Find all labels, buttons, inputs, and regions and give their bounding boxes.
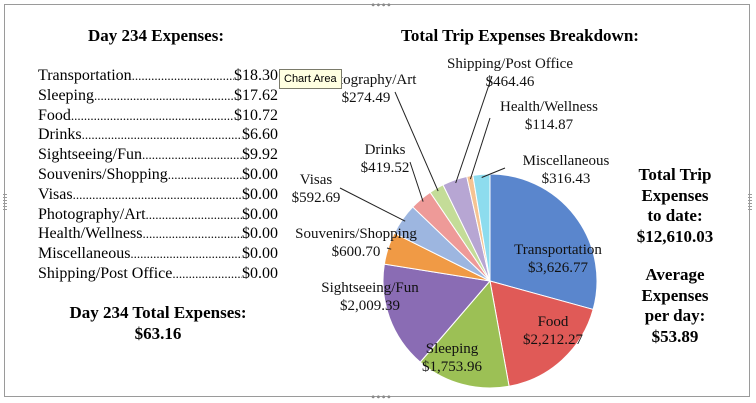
expense-row-drinks: Drinks $6.60 bbox=[38, 125, 278, 145]
data-label-sleeping: Sleeping $1,753.96 bbox=[422, 341, 483, 375]
expense-category: Photography/Art bbox=[38, 205, 146, 223]
leader-line bbox=[455, 75, 493, 184]
expense-row-transportation: Transportation $18.30 bbox=[38, 66, 278, 86]
total-trip-label-2: Expenses bbox=[641, 185, 709, 205]
right-resize-handle[interactable] bbox=[748, 194, 752, 210]
average-label-2: Expenses bbox=[641, 285, 709, 305]
expense-row-food: Food $10.72 bbox=[38, 106, 278, 126]
expense-row-photography: Photography/Art $0.00 bbox=[38, 205, 278, 225]
expense-amount: $6.60 bbox=[242, 126, 278, 144]
data-label-souvenirs-shopping: Souvenirs/Shopping $600.70 bbox=[295, 226, 417, 260]
expense-amount: $18.30 bbox=[234, 67, 278, 84]
total-trip-stats: Total Trip Expenses to date: $12,610.03 bbox=[620, 165, 730, 247]
expense-category: Food bbox=[38, 106, 71, 124]
bottom-resize-handle[interactable]: ∙∙∙∙ bbox=[370, 392, 392, 403]
chart-title: Total Trip Expenses Breakdown: bbox=[401, 26, 639, 45]
pie-slice-sightseeing-fun[interactable] bbox=[382, 263, 491, 363]
average-label-3: per day: bbox=[644, 306, 706, 325]
day-expenses-list: Transportation $18.30 Sleeping $17.62 Food… bbox=[38, 66, 278, 284]
top-resize-handle[interactable]: ∙∙∙∙ bbox=[370, 0, 392, 11]
expense-category: Sightseeing/Fun bbox=[38, 146, 143, 164]
expense-row-visas: Visas $0.00 bbox=[38, 185, 278, 205]
average-value: $53.89 bbox=[651, 326, 699, 346]
expense-row-sleeping: Sleeping $17.62 bbox=[38, 86, 278, 106]
leader-line bbox=[481, 167, 506, 178]
total-trip-label-3: to date: bbox=[647, 206, 703, 225]
expense-row-souvenirs: Souvenirs/Shopping $0.00 bbox=[38, 165, 278, 185]
data-label-sightseeing-fun: Sightseeing/Fun $2,009.39 bbox=[321, 280, 419, 314]
average-stats: Average Expenses per day: $53.89 bbox=[620, 265, 730, 347]
expense-category: Souvenirs/Shopping bbox=[38, 165, 168, 183]
day-total-label: Day 234 Total Expenses: bbox=[69, 303, 247, 322]
expense-amount: $0.00 bbox=[242, 205, 278, 223]
expense-amount: $0.00 bbox=[242, 245, 278, 263]
expense-amount: $0.00 bbox=[242, 264, 278, 282]
expense-amount: $0.00 bbox=[242, 185, 278, 203]
expense-amount: $17.62 bbox=[234, 86, 278, 104]
leader-line bbox=[339, 187, 406, 222]
expense-category: Visas bbox=[38, 185, 73, 203]
pie-slice-transportation[interactable] bbox=[489, 173, 598, 311]
data-label-miscellaneous: Miscellaneous $316.43 bbox=[523, 153, 610, 187]
chart-area-tooltip: Chart Area bbox=[279, 69, 342, 89]
data-label-drinks: Drinks $419.52 bbox=[361, 142, 410, 176]
left-resize-handle[interactable] bbox=[3, 194, 7, 210]
leader-line bbox=[386, 247, 392, 250]
expense-amount: $0.00 bbox=[242, 225, 278, 243]
day-total-value: $63.16 bbox=[134, 324, 182, 343]
expense-row-sightseeing: Sightseeing/Fun $9.92 bbox=[38, 145, 278, 165]
leader-line bbox=[409, 161, 424, 202]
expense-row-health: Health/Wellness $0.00 bbox=[38, 224, 278, 244]
expense-amount: $0.00 bbox=[242, 165, 278, 183]
expense-category: Shipping/Post Office bbox=[38, 264, 173, 282]
expense-category: Miscellaneous bbox=[38, 245, 131, 263]
data-label-health-wellness: Health/Wellness $114.87 bbox=[500, 99, 598, 133]
expense-amount: $10.72 bbox=[234, 106, 278, 124]
data-label-transportation: Transportation $3,626.77 bbox=[514, 242, 602, 276]
data-label-visas: Visas $592.69 bbox=[292, 172, 341, 206]
data-label-shipping-post-office: Shipping/Post Office $464.46 bbox=[447, 56, 573, 90]
average-label-1: Average bbox=[645, 265, 705, 284]
expense-category: Health/Wellness bbox=[38, 225, 143, 243]
leader-line bbox=[394, 91, 439, 192]
pie-slice-food[interactable] bbox=[489, 280, 594, 387]
leader-line bbox=[469, 117, 491, 180]
day-total: Day 234 Total Expenses: $63.16 bbox=[40, 302, 276, 344]
day-expenses-title: Day 234 Expenses: bbox=[87, 26, 224, 45]
expense-row-miscellaneous: Miscellaneous $0.00 bbox=[38, 244, 278, 264]
expense-category: Transportation bbox=[38, 67, 132, 84]
expense-amount: $9.92 bbox=[242, 146, 278, 164]
pie-slice-sleeping[interactable] bbox=[419, 279, 510, 389]
data-label-food: Food $2,212.27 bbox=[523, 314, 584, 348]
total-trip-label-1: Total Trip bbox=[638, 165, 712, 184]
expense-row-shipping: Shipping/Post Office $0.00 bbox=[38, 264, 278, 284]
expense-category: Sleeping bbox=[38, 86, 94, 104]
expense-category: Drinks bbox=[38, 126, 82, 144]
total-trip-value: $12,610.03 bbox=[636, 226, 714, 246]
